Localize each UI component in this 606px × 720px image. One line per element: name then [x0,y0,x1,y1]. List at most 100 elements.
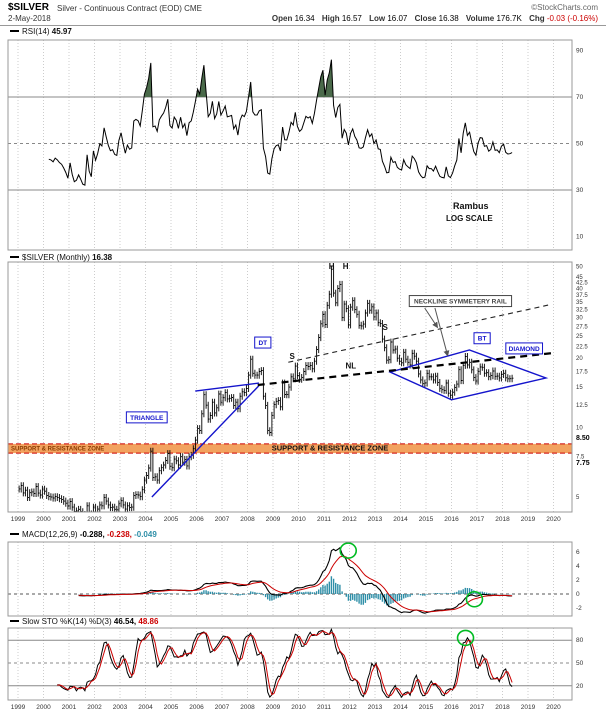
price-tick-label: 40 [576,287,583,293]
chg-label: Chg [529,14,545,23]
year-label: 2018 [495,704,510,711]
sto-tick-label: 20 [576,683,584,690]
rsi-panel-border [7,39,573,251]
price-line-swatch [10,256,19,258]
year-label: 2012 [342,704,357,711]
annotation-label-bt: BT [478,336,487,343]
year-label: 2017 [470,704,485,711]
price-panel-border [7,261,573,513]
annotation-h: H [343,262,349,271]
year-label: 2001 [62,516,77,523]
stoch-k-line [57,628,513,699]
rsi-label-text: RSI(14) [22,27,50,36]
year-label: 2002 [87,704,102,711]
volume-label: Volume [465,14,495,23]
year-label: 2012 [342,516,357,523]
chart-date: 2-May-2018 [8,14,51,23]
macd-value-1: -0.288, [79,530,105,539]
rsi-overbought-fill [48,59,513,97]
price-tick-label: 15 [576,385,583,391]
sto-value-2: 48.86 [138,617,159,626]
price-tick-label: 32.5 [576,308,588,314]
year-label: 2009 [266,516,281,523]
year-label: 2003 [113,704,128,711]
sto-line-swatch [10,620,19,622]
close-value: 16.38 [438,14,459,23]
year-label: 2004 [138,516,153,523]
rsi-value: 45.97 [51,27,72,36]
symbol-description: Silver - Continuous Contract (EOD) CME [57,4,202,13]
open-label: Open [271,14,293,23]
annotation-label-dt: DT [258,340,267,347]
year-label: 2002 [87,516,102,523]
header-divider [0,25,606,26]
price-tick-label: 17.5 [576,370,588,376]
price-label-text: $SILVER (Monthly) [22,253,90,262]
watermark-rambus: Rambus [453,201,489,211]
year-label: 2014 [393,704,408,711]
annotation-box [505,342,544,355]
price-tick-label: 20 [576,356,583,362]
year-label: 2006 [189,516,204,523]
price-tick-label: 35 [576,300,583,306]
year-label: 2005 [164,704,179,711]
year-label: 2019 [521,516,536,523]
sto-label: Slow STO %K(14) %D(3) 46.54, 48.86 [10,617,158,626]
zone-text-left: SUPPORT & RESISTANCE ZONE [11,447,104,453]
year-label: 2004 [138,704,153,711]
macd-tick-label: 6 [576,549,580,556]
year-label: 2013 [368,704,383,711]
annotation-box [473,332,491,345]
price-tick-label: 30 [576,316,583,322]
trendline [151,385,260,498]
year-label: 2000 [36,516,51,523]
open-value: 16.34 [294,14,315,23]
annotation-h: H [329,262,335,271]
price-tick-label: 10 [576,426,583,432]
annotation-arrow [434,307,450,357]
year-label: 2008 [240,516,255,523]
green-circle-annotation [456,629,475,647]
price-label: $SILVER (Monthly) 16.38 [10,253,112,262]
year-label: 2016 [444,704,459,711]
year-label: 2006 [189,704,204,711]
annotation-label-neckline: NECKLINE SYMMETERY RAIL [414,299,507,306]
rsi-tick-label: 90 [576,48,584,55]
zone-upper-price-label: 8.50 [576,435,590,442]
year-label: 2010 [291,704,306,711]
year-label: 2011 [317,704,331,711]
volume-value: 176.7K [496,14,522,23]
rsi-label: RSI(14) 45.97 [10,27,72,36]
sto-tick-label: 50 [576,660,584,667]
year-label: 2020 [546,704,561,711]
rsi-tick-label: 30 [576,187,584,194]
macd-tick-label: 2 [576,577,580,584]
chg-value: -0.03 (-0.16%) [546,14,598,23]
grid-macd [17,542,554,616]
sto-value-1: 46.54, [113,617,137,626]
year-label: 2015 [419,516,434,523]
year-label: 2014 [393,516,408,523]
price-tick-label: 22.5 [576,344,588,350]
high-label: High [321,14,340,23]
green-circle-annotation [339,542,358,559]
price-tick-label: 12.5 [576,403,588,409]
sto-label-text: Slow STO %K(14) %D(3) [22,617,112,626]
zone-lower-price-label: 7.75 [576,460,590,467]
macd-tick-label: 4 [576,563,580,570]
price-tick-label: 42.5 [576,281,588,287]
year-label: 2015 [419,704,434,711]
sto-tick-label: 80 [576,637,584,644]
macd-signal-line [78,555,513,613]
macd-label: MACD(12,26,9) -0.288, -0.238, -0.049 [10,530,157,539]
annotation-label-diamond: DIAMOND [509,346,540,353]
trendline [195,382,260,392]
quote-line: Open 16.34 High 16.57 Low 16.07 Close 16… [267,14,598,23]
annotation-label-triangle: TRIANGLE [130,415,164,422]
rsi-line [48,59,513,186]
price-value: 16.38 [92,253,113,262]
macd-value-2: -0.238, [106,530,132,539]
diamond-pattern [388,349,549,401]
